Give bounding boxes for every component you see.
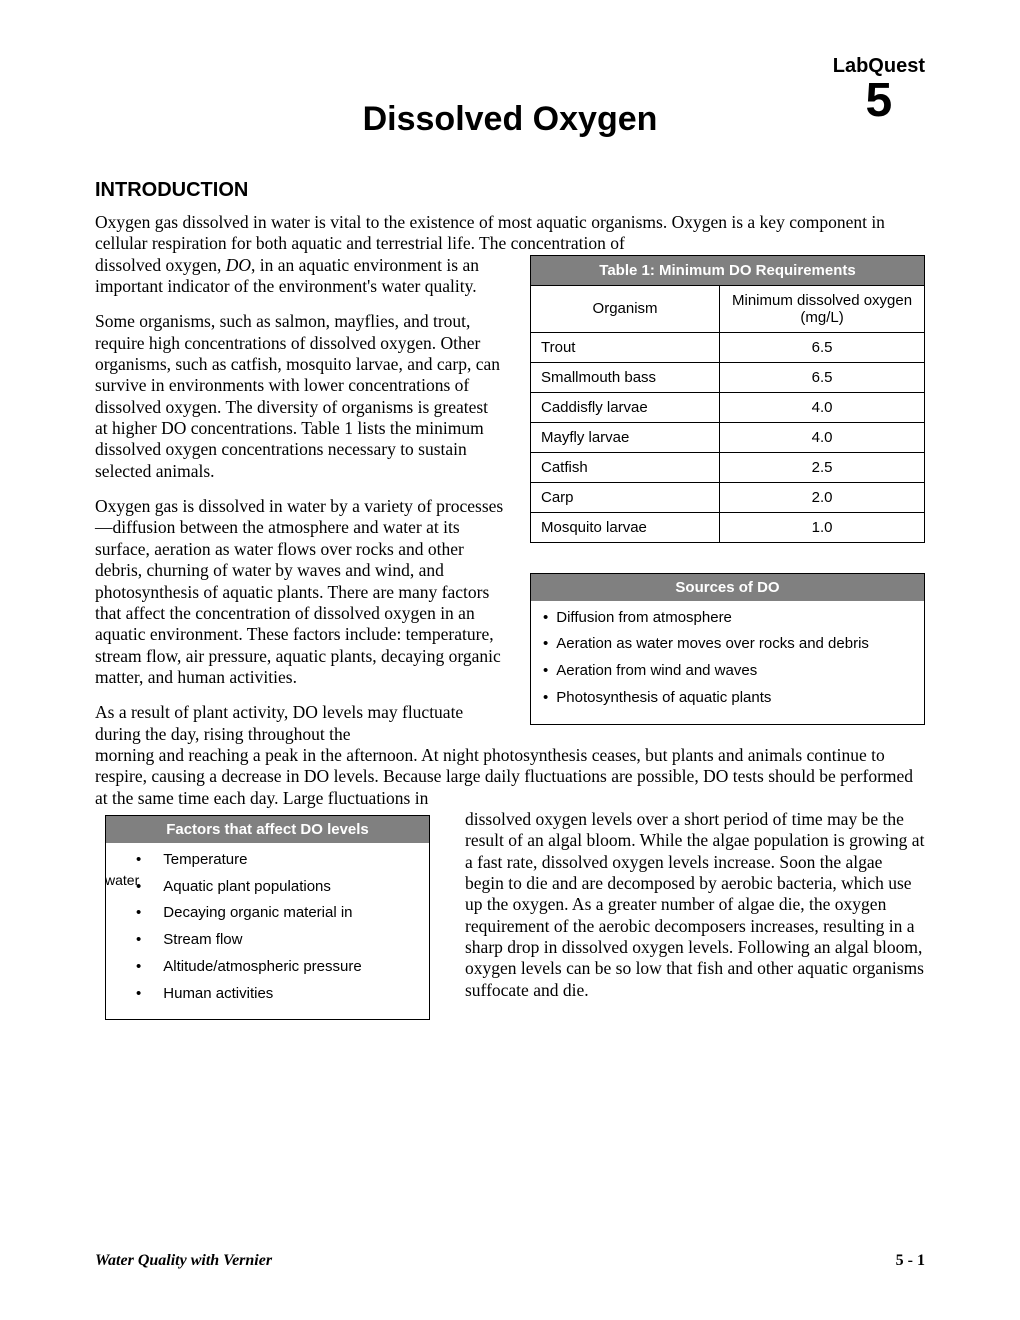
table-row: Catfish2.5 bbox=[531, 452, 925, 482]
document-title: Dissolved Oxygen bbox=[95, 100, 925, 139]
cell-val: 1.0 bbox=[720, 512, 925, 542]
cell-val: 2.5 bbox=[720, 452, 925, 482]
right-sidebar-column: Table 1: Minimum DO Requirements Organis… bbox=[530, 255, 925, 725]
sources-item: Aeration as water moves over rocks and d… bbox=[543, 635, 914, 654]
factors-cutoff-word: water bbox=[105, 872, 450, 888]
factors-item-text: Decaying organic material in bbox=[163, 904, 352, 923]
section-heading-introduction: INTRODUCTION bbox=[95, 179, 925, 202]
sources-of-do-box: Sources of DO Diffusion from atmosphere … bbox=[530, 573, 925, 725]
cell-org: Trout bbox=[531, 332, 720, 362]
cell-org: Caddisfly larvae bbox=[531, 392, 720, 422]
sources-box-title: Sources of DO bbox=[531, 574, 924, 601]
paragraph-2: Some organisms, such as salmon, mayflies… bbox=[95, 311, 505, 482]
cell-org: Smallmouth bass bbox=[531, 362, 720, 392]
cell-val: 6.5 bbox=[720, 362, 925, 392]
factors-item: Stream flow bbox=[118, 931, 419, 950]
factors-item: Human activities bbox=[118, 985, 419, 1004]
lower-right-column: dissolved oxygen levels over a short per… bbox=[465, 809, 925, 1015]
factors-item-text: Stream flow bbox=[163, 931, 242, 950]
sources-item-text: Diffusion from atmosphere bbox=[556, 609, 732, 628]
sources-item-text: Aeration from wind and waves bbox=[556, 662, 757, 681]
labquest-number: 5 bbox=[833, 77, 925, 125]
sources-item: Photosynthesis of aquatic plants bbox=[543, 689, 914, 708]
cell-val: 6.5 bbox=[720, 332, 925, 362]
factors-item-text: Altitude/atmospheric pressure bbox=[163, 958, 361, 977]
factors-box: Factors that affect DO levels Temperatur… bbox=[105, 815, 430, 1021]
cell-org: Catfish bbox=[531, 452, 720, 482]
table-min-do-requirements: Table 1: Minimum DO Requirements Organis… bbox=[530, 255, 925, 543]
sources-box-body: Diffusion from atmosphere Aeration as wa… bbox=[531, 601, 924, 724]
cell-org: Mosquito larvae bbox=[531, 512, 720, 542]
cell-org: Carp bbox=[531, 482, 720, 512]
table-row: Caddisfly larvae4.0 bbox=[531, 392, 925, 422]
sources-item-text: Aeration as water moves over rocks and d… bbox=[556, 635, 869, 654]
table-row: Trout6.5 bbox=[531, 332, 925, 362]
table-col-organism: Organism bbox=[531, 285, 720, 332]
cell-val: 2.0 bbox=[720, 482, 925, 512]
two-column-region: dissolved oxygen, DO, in an aquatic envi… bbox=[95, 255, 925, 745]
page-footer: Water Quality with Vernier 5 - 1 bbox=[95, 1252, 925, 1270]
p1-left-part1: dissolved oxygen, bbox=[95, 255, 226, 275]
table-row: Smallmouth bass6.5 bbox=[531, 362, 925, 392]
left-text-column: dissolved oxygen, DO, in an aquatic envi… bbox=[95, 255, 505, 745]
table-row: Carp2.0 bbox=[531, 482, 925, 512]
factors-box-title: Factors that affect DO levels bbox=[106, 816, 429, 843]
factors-item: Temperature bbox=[118, 851, 419, 870]
lower-left-column: Factors that affect DO levels Temperatur… bbox=[95, 809, 440, 1034]
sources-item: Aeration from wind and waves bbox=[543, 662, 914, 681]
cell-org: Mayfly larvae bbox=[531, 422, 720, 452]
sources-item-text: Photosynthesis of aquatic plants bbox=[556, 689, 771, 708]
factors-box-body: Temperature Aquatic plant populations De… bbox=[106, 843, 429, 1020]
table-title: Table 1: Minimum DO Requirements bbox=[531, 255, 925, 285]
sources-item: Diffusion from atmosphere bbox=[543, 609, 914, 628]
table-row: Mosquito larvae1.0 bbox=[531, 512, 925, 542]
paragraph-5-full: morning and reaching a peak in the after… bbox=[95, 745, 925, 809]
paragraph-1-top: Oxygen gas dissolved in water is vital t… bbox=[95, 212, 925, 255]
factors-item: Altitude/atmospheric pressure bbox=[118, 958, 419, 977]
factors-item-text: Human activities bbox=[163, 985, 273, 1004]
paragraph-3: Oxygen gas is dissolved in water by a va… bbox=[95, 496, 505, 688]
do-italic: DO bbox=[226, 255, 251, 275]
table-col-min-do: Minimum dissolved oxygen (mg/L) bbox=[720, 285, 925, 332]
cell-val: 4.0 bbox=[720, 422, 925, 452]
factors-item-text: Temperature bbox=[163, 851, 247, 870]
paragraph-4: As a result of plant activity, DO levels… bbox=[95, 702, 505, 745]
cell-val: 4.0 bbox=[720, 392, 925, 422]
table-row: Mayfly larvae4.0 bbox=[531, 422, 925, 452]
footer-left: Water Quality with Vernier bbox=[95, 1252, 272, 1270]
paragraph-6-right: dissolved oxygen levels over a short per… bbox=[465, 809, 925, 1001]
lower-two-column-region: Factors that affect DO levels Temperatur… bbox=[95, 809, 925, 1034]
paragraph-1-left: dissolved oxygen, DO, in an aquatic envi… bbox=[95, 255, 505, 298]
footer-right: 5 - 1 bbox=[896, 1252, 925, 1270]
factors-item: Decaying organic material in bbox=[118, 904, 419, 923]
labquest-badge: LabQuest 5 bbox=[833, 55, 925, 125]
